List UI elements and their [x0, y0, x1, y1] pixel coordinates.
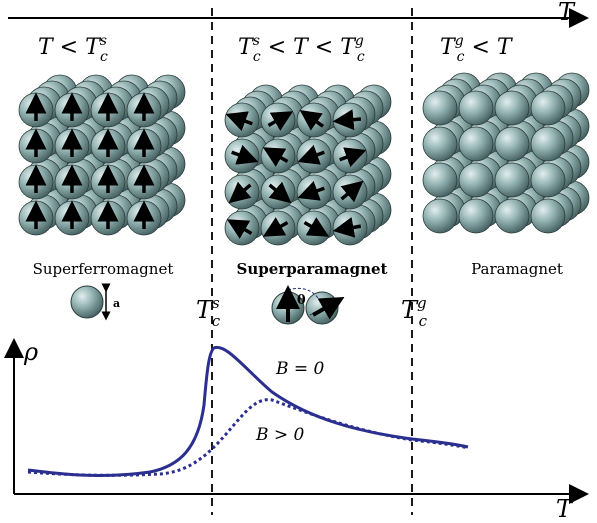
phase-label-paramagnet: Paramagnet — [471, 260, 563, 278]
particle-sphere — [494, 90, 530, 126]
particle-sphere — [422, 198, 458, 234]
spin-arrow — [332, 109, 362, 131]
curve-b-positive — [27, 398, 469, 477]
phase-label-superferromagnet: Superferromagnet — [33, 260, 174, 278]
curve-label-b-positive: B > 0 — [255, 425, 305, 445]
spin-arrow — [340, 180, 364, 203]
legend-sphere — [70, 285, 104, 319]
particle-sphere — [458, 90, 494, 126]
superferromagnet-cube — [18, 74, 186, 236]
size-symbol: a — [113, 297, 120, 310]
spin-arrow — [262, 217, 289, 237]
boundary-label-tcg: Tg c — [401, 294, 428, 330]
particle-sphere — [530, 198, 566, 234]
particle-sphere — [458, 126, 494, 162]
spin-arrow — [262, 147, 289, 167]
spin-arrow — [303, 217, 330, 237]
spin-arrow — [297, 144, 325, 165]
particle-sphere — [422, 126, 458, 162]
particle-sphere — [422, 90, 458, 126]
y-axis-label: ρ — [23, 338, 38, 366]
particle-sphere — [458, 162, 494, 198]
superparamagnet-cube — [224, 84, 392, 246]
spin-arrow — [231, 144, 259, 165]
spin-arrow — [225, 111, 253, 132]
spin-arrow — [297, 180, 325, 201]
spin-arrow — [299, 109, 325, 131]
particle-sphere — [494, 126, 530, 162]
top-axis-label: T — [558, 0, 576, 26]
curve-label-b-zero: B = 0 — [275, 359, 325, 379]
angle-legend: θ — [271, 284, 346, 325]
boundary-label-tcs: Ts c — [196, 294, 221, 330]
particle-sphere — [530, 126, 566, 162]
particle-sphere — [494, 198, 530, 234]
condition-paramagnet: Tg c < T — [440, 33, 514, 65]
spin-arrow — [339, 147, 367, 168]
particle-sphere — [530, 90, 566, 126]
spin-arrow — [226, 219, 253, 239]
spin-arrow — [267, 111, 294, 131]
spin-arrow — [228, 181, 252, 204]
particle-sphere — [530, 162, 566, 198]
spin-arrow — [268, 181, 292, 204]
condition-superparamagnet: Ts c < T < Tg c — [238, 33, 365, 65]
paramagnet-cube — [422, 72, 590, 234]
particle-sphere — [494, 162, 530, 198]
spin-arrow — [332, 217, 362, 238]
phase-label-superparamagnet: Superparamagnet — [237, 260, 388, 278]
particle-sphere — [422, 162, 458, 198]
angle-symbol: θ — [297, 293, 306, 308]
x-axis-label: T — [556, 495, 574, 523]
particle-sphere — [458, 198, 494, 234]
condition-superferromagnet: T < Ts c — [38, 33, 108, 65]
